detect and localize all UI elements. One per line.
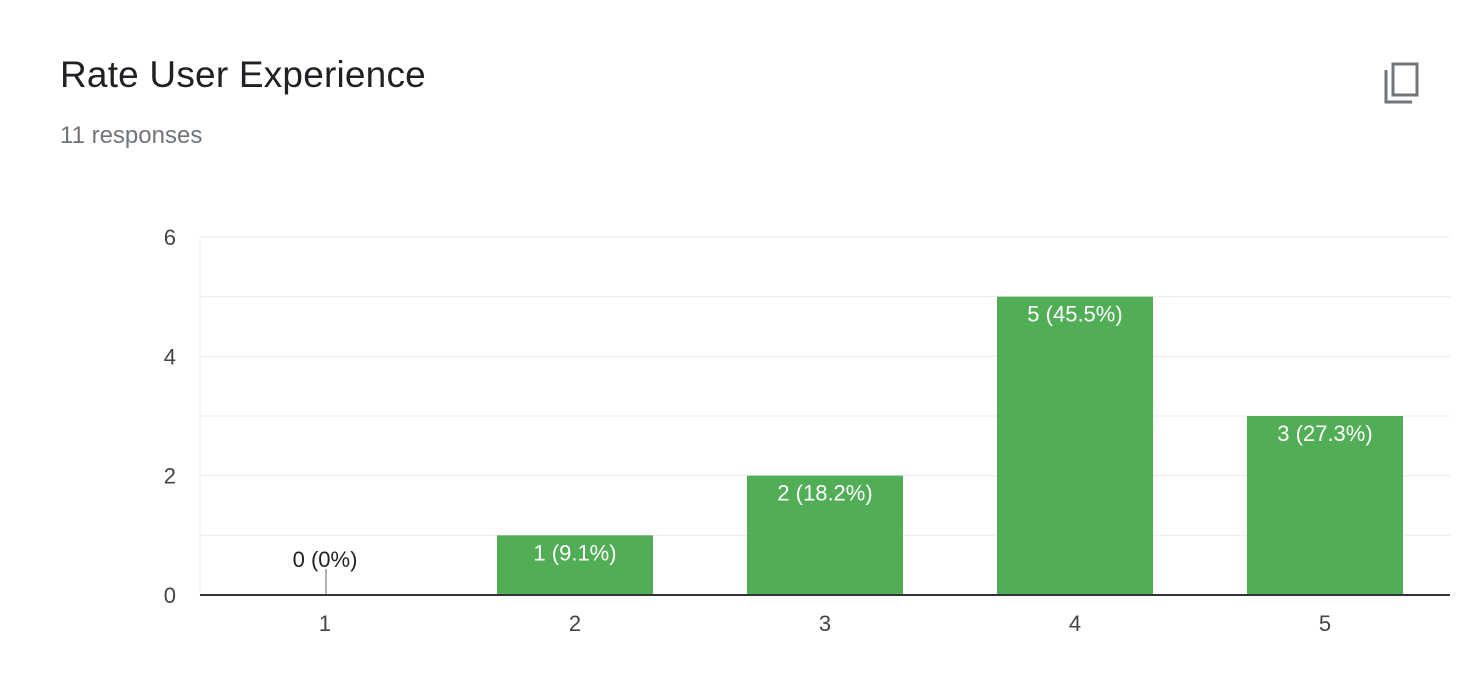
bar [1247,416,1403,595]
bar [997,296,1153,595]
copy-icon [1384,62,1419,104]
y-tick-label: 0 [164,583,176,608]
bar-data-label: 5 (45.5%) [1027,302,1122,327]
x-tick-label: 5 [1319,611,1331,636]
bar-data-label: 3 (27.3%) [1277,421,1372,446]
bar [497,535,653,595]
response-count: 11 responses [60,122,203,149]
y-tick-label: 6 [164,225,176,250]
x-tick-label: 3 [819,611,831,636]
bar-data-label: 0 (0%) [293,547,358,572]
y-tick-label: 2 [164,464,176,489]
bar [747,475,903,595]
x-tick-label: 2 [569,611,581,636]
copy-chart-button[interactable] [1376,58,1428,110]
bar-data-label: 2 (18.2%) [777,481,872,506]
x-tick-label: 1 [319,611,331,636]
x-tick-label: 4 [1069,611,1081,636]
chart-title: Rate User Experience [60,54,426,95]
bar-data-label: 1 (9.1%) [533,540,616,565]
y-tick-label: 4 [164,344,176,369]
